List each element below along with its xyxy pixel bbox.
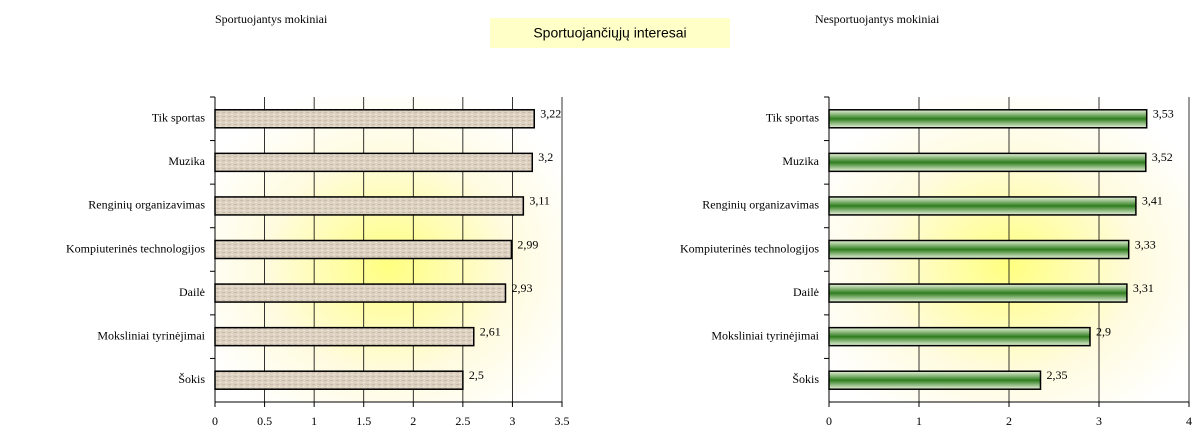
chart-title: Sportuojantys mokiniai	[215, 12, 328, 26]
y-tick-label: Muzika	[782, 154, 819, 168]
bar	[214, 283, 507, 303]
value-label: 2,93	[511, 281, 532, 295]
y-tick-label: Kompiuterinės technologijos	[66, 241, 205, 255]
x-tick-label: 1	[311, 414, 317, 428]
x-tick-label: 2.5	[455, 414, 470, 428]
x-tick-label: 0	[212, 414, 218, 428]
bar	[214, 326, 475, 347]
bar	[214, 152, 534, 173]
x-tick-label: 2	[410, 414, 416, 428]
bar	[214, 370, 464, 390]
bar	[828, 152, 1147, 173]
value-label: 3,41	[1142, 194, 1163, 208]
chart-title: Nesportuojantys mokiniai	[815, 12, 940, 26]
value-label: 3,22	[540, 107, 561, 121]
value-label: 2,5	[469, 368, 484, 382]
x-tick-label: 2	[1006, 414, 1012, 428]
value-label: 3,31	[1133, 281, 1154, 295]
title-box	[490, 18, 730, 48]
y-tick-label: Renginių organizavimas	[88, 198, 205, 212]
x-tick-label: 3	[509, 414, 515, 428]
y-tick-label: Kompiuterinės technologijos	[680, 241, 819, 255]
y-tick-label: Muzika	[168, 154, 205, 168]
x-tick-label: 1.5	[356, 414, 371, 428]
x-tick-label: 3.5	[555, 414, 570, 428]
y-tick-label: Šokis	[792, 372, 819, 386]
value-label: 3,52	[1152, 150, 1173, 164]
page-title: Sportuojančiųjų interesai	[533, 25, 686, 41]
bar	[828, 239, 1130, 260]
y-tick-label: Moksliniai tyrinėjimai	[97, 328, 205, 342]
y-tick-label: Dailė	[179, 285, 205, 299]
x-tick-label: 4	[1186, 414, 1192, 428]
y-tick-label: Moksliniai tyrinėjimai	[711, 328, 819, 342]
value-label: 3,2	[538, 150, 553, 164]
x-tick-label: 3	[1096, 414, 1102, 428]
value-label: 2,61	[480, 324, 501, 338]
y-tick-label: Tik sportas	[152, 111, 206, 125]
value-label: 3,11	[529, 194, 550, 208]
y-tick-label: Dailė	[793, 285, 819, 299]
bar	[828, 109, 1148, 129]
bar	[214, 239, 513, 260]
y-tick-label: Tik sportas	[766, 111, 820, 125]
x-tick-label: 1	[916, 414, 922, 428]
bar	[828, 283, 1128, 303]
bar	[214, 109, 535, 129]
value-label: 3,53	[1153, 107, 1174, 121]
value-label: 2,9	[1096, 324, 1111, 338]
y-tick-label: Renginių organizavimas	[702, 198, 819, 212]
x-tick-label: 0	[826, 414, 832, 428]
x-tick-label: 0.5	[257, 414, 272, 428]
bar	[828, 326, 1091, 347]
value-label: 2,99	[517, 237, 538, 251]
bar	[214, 196, 525, 216]
value-label: 3,33	[1135, 237, 1156, 251]
bar	[828, 370, 1042, 390]
y-tick-label: Šokis	[178, 372, 205, 386]
value-label: 2,35	[1047, 368, 1068, 382]
bar	[828, 196, 1137, 216]
